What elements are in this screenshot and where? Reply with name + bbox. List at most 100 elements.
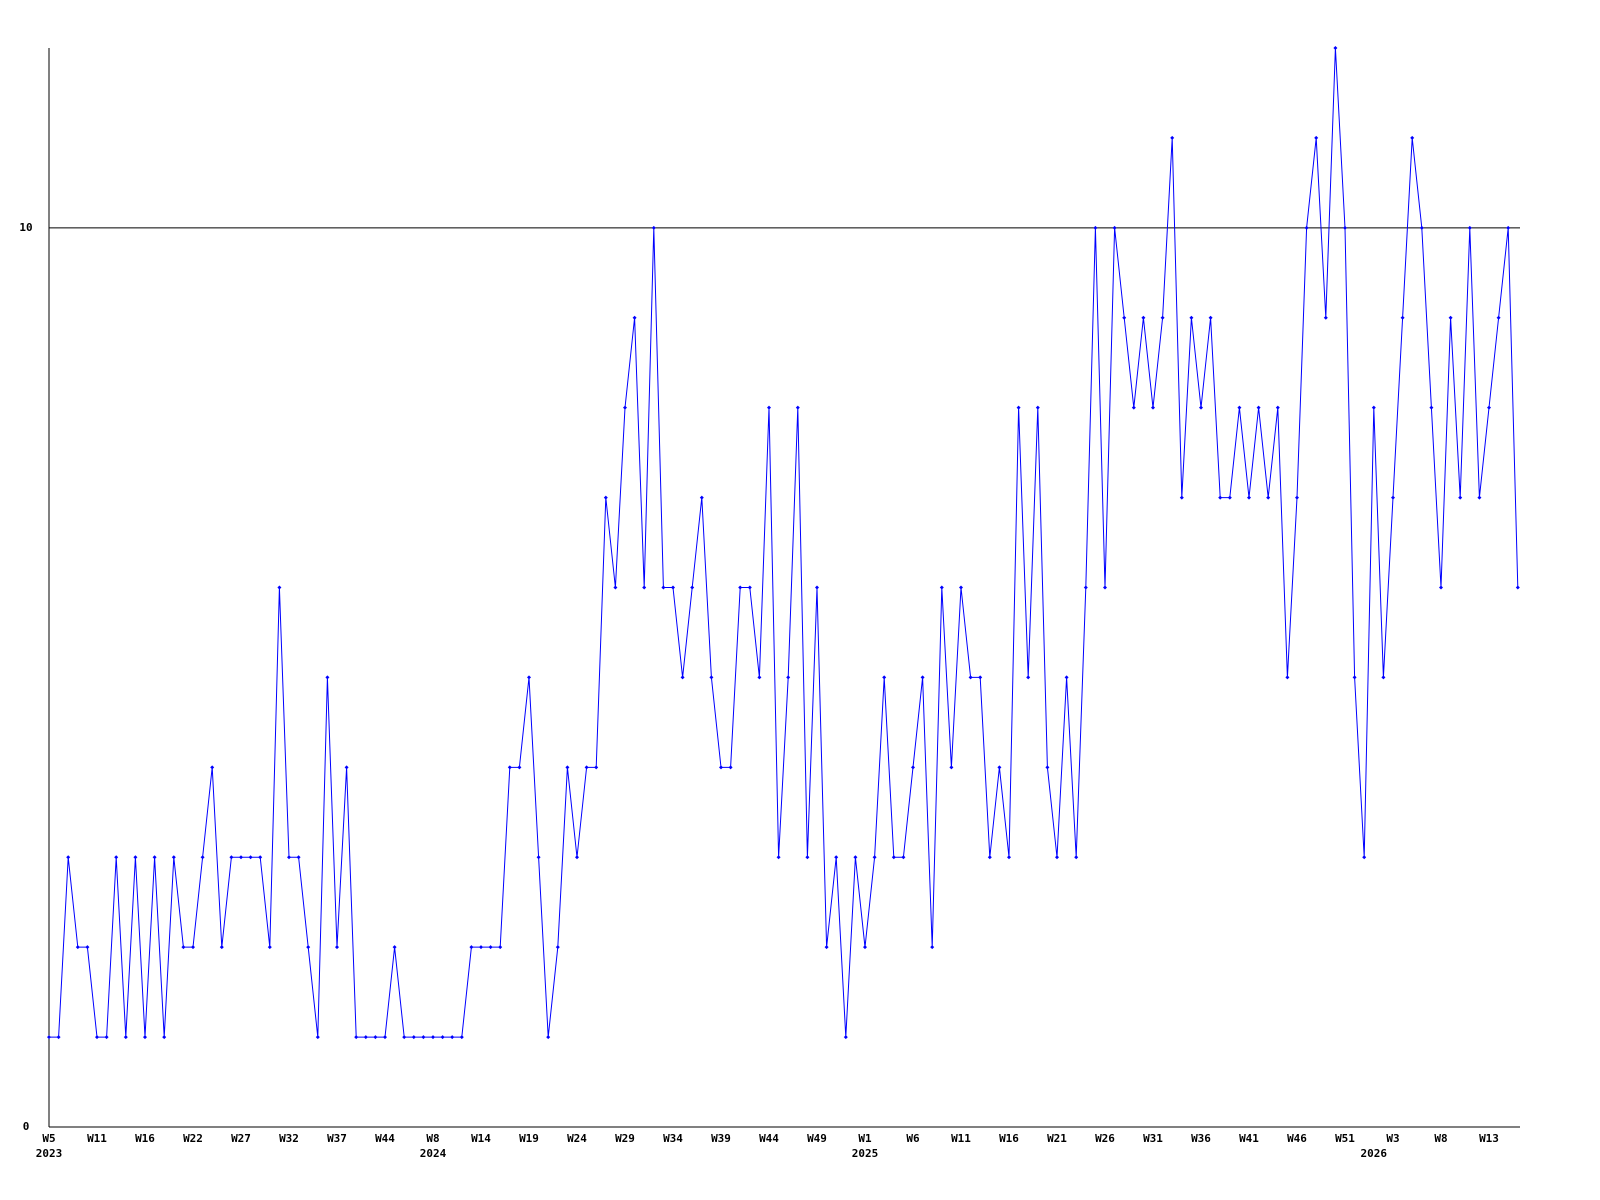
data-point — [200, 855, 205, 860]
data-point — [469, 945, 474, 950]
x-tick-label: W6 — [906, 1132, 920, 1145]
data-point — [1247, 495, 1251, 500]
data-point — [795, 405, 800, 410]
x-tick-label: W51 — [1335, 1132, 1355, 1145]
data-point — [853, 855, 858, 860]
x-year-label: 2026 — [1361, 1147, 1388, 1160]
data-point — [1064, 675, 1069, 680]
data-point — [1496, 315, 1501, 320]
data-point — [1410, 135, 1415, 140]
data-point — [1218, 495, 1223, 500]
data-point — [181, 945, 186, 950]
x-tick-label: W32 — [279, 1132, 299, 1145]
data-point — [315, 1035, 320, 1040]
data-point — [1199, 405, 1203, 410]
data-point — [383, 1035, 387, 1040]
x-tick-label: W24 — [567, 1132, 587, 1145]
data-line — [49, 47, 1519, 1038]
data-point — [603, 495, 608, 500]
x-tick-label: W14 — [471, 1132, 491, 1145]
data-point — [536, 855, 541, 860]
x-tick-label: W19 — [519, 1132, 539, 1145]
x-tick-label: W3 — [1386, 1132, 1399, 1145]
x-tick-label: W36 — [1191, 1132, 1211, 1145]
data-point — [1074, 855, 1079, 860]
data-point — [575, 855, 579, 860]
data-point — [786, 675, 791, 680]
data-point — [1160, 315, 1165, 320]
data-point — [479, 945, 483, 950]
data-point — [450, 1035, 455, 1040]
data-point — [1333, 46, 1338, 50]
data-point — [661, 585, 666, 590]
data-point — [901, 855, 906, 860]
data-point — [267, 945, 272, 950]
data-point — [527, 675, 531, 680]
x-tick-label: W26 — [1095, 1132, 1115, 1145]
data-point — [699, 495, 704, 500]
x-tick-label: W5 — [42, 1132, 55, 1145]
data-point — [1026, 675, 1031, 680]
data-point — [1189, 315, 1194, 320]
data-point — [872, 855, 877, 860]
data-point — [56, 1035, 61, 1040]
x-tick-label: W27 — [231, 1132, 251, 1145]
data-point — [968, 675, 973, 680]
data-point — [335, 945, 339, 950]
x-tick-label: W16 — [135, 1132, 155, 1145]
data-point — [613, 585, 618, 590]
data-point — [1122, 315, 1127, 320]
data-point — [296, 855, 301, 860]
x-tick-label: W37 — [327, 1132, 347, 1145]
data-point — [363, 1035, 368, 1040]
data-point — [939, 585, 944, 590]
data-point — [1237, 405, 1242, 410]
data-point — [344, 765, 349, 770]
data-point — [75, 945, 80, 950]
data-point — [1227, 495, 1232, 500]
data-point — [1035, 405, 1040, 410]
data-point — [498, 945, 503, 950]
data-point — [891, 855, 896, 860]
data-point — [507, 765, 512, 770]
x-tick-label: W29 — [615, 1132, 635, 1145]
data-point — [85, 945, 90, 950]
data-point — [411, 1035, 416, 1040]
data-point — [1112, 225, 1117, 230]
x-tick-label: W21 — [1047, 1132, 1067, 1145]
data-point — [104, 1035, 109, 1040]
data-point — [66, 855, 71, 860]
data-point — [1362, 855, 1367, 860]
x-tick-label: W39 — [711, 1132, 731, 1145]
data-point — [1515, 585, 1520, 590]
x-tick-label: W44 — [375, 1132, 395, 1145]
data-point — [1083, 585, 1088, 590]
data-point — [555, 945, 560, 950]
data-point — [1055, 855, 1059, 860]
data-point — [306, 945, 311, 950]
data-point — [258, 855, 263, 860]
data-point — [95, 1035, 99, 1040]
data-point — [143, 1035, 147, 1040]
data-point — [287, 855, 291, 860]
data-point — [824, 945, 829, 950]
data-point — [123, 1035, 128, 1040]
data-point — [776, 855, 781, 860]
data-point — [690, 585, 695, 590]
data-point — [1506, 225, 1511, 230]
data-point — [1419, 225, 1424, 230]
data-point — [114, 855, 119, 860]
data-point — [1352, 675, 1357, 680]
data-point — [1487, 405, 1491, 410]
data-point — [239, 855, 243, 860]
data-point — [325, 675, 330, 680]
data-point — [402, 1035, 407, 1040]
data-point — [651, 225, 656, 230]
data-point — [1275, 405, 1280, 410]
x-tick-label: W1 — [858, 1132, 872, 1145]
data-point — [863, 945, 867, 950]
data-point — [1439, 585, 1443, 590]
data-point — [709, 675, 714, 680]
data-point — [459, 1035, 464, 1040]
